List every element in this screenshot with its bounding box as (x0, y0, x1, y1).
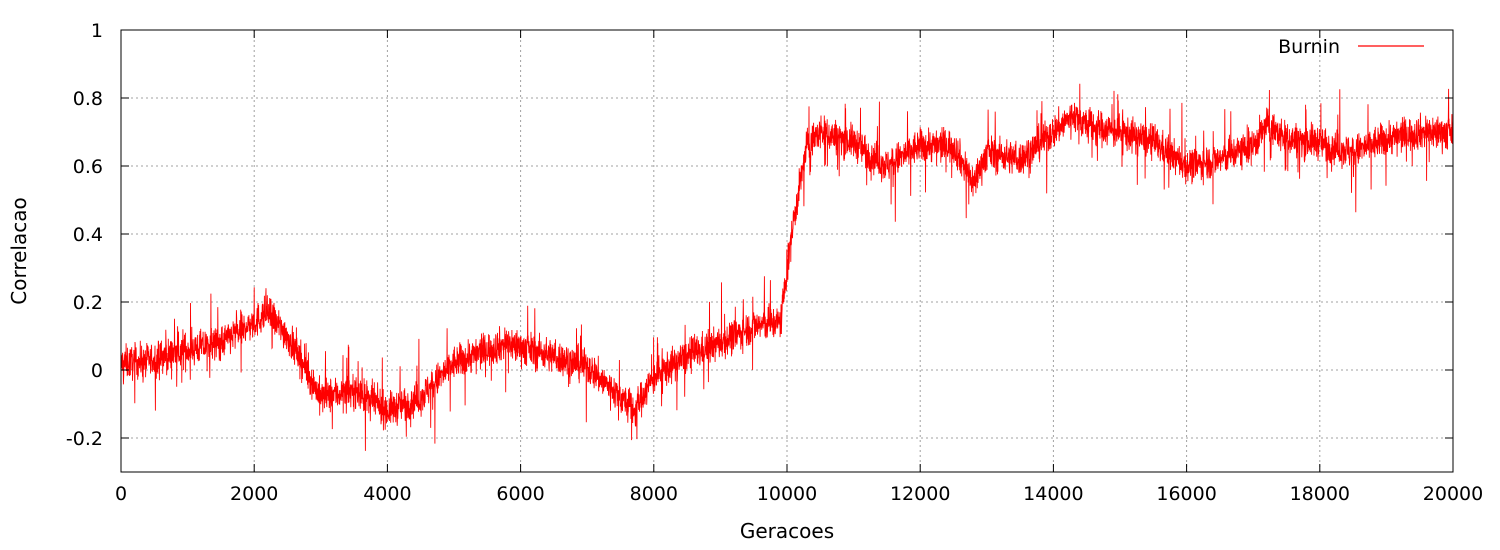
y-tick-label: 0.8 (73, 88, 103, 110)
x-tick-label: 14000 (1023, 483, 1083, 505)
series-layer (120, 83, 1454, 451)
x-tick-label: 8000 (630, 483, 678, 505)
x-tick-label: 20000 (1423, 483, 1483, 505)
y-tick-label: 0.4 (73, 224, 103, 246)
legend: Burnin (1278, 36, 1424, 58)
x-tick-label: 16000 (1156, 483, 1216, 505)
series-line-burnin (120, 83, 1454, 451)
y-tick-label: 1 (91, 20, 103, 42)
y-tick-label: 0.2 (73, 292, 103, 314)
x-tick-label: 2000 (230, 483, 278, 505)
x-tick-label: 18000 (1290, 483, 1350, 505)
x-tick-label: 4000 (363, 483, 411, 505)
x-tick-label: 0 (115, 483, 127, 505)
ticks: 0 2000 4000 6000 8000 10000 12000 14000 16000 180… (66, 20, 1483, 505)
y-axis-label: Correlacao (7, 197, 31, 304)
x-axis-label: Geracoes (740, 519, 834, 543)
y-tick-label: 0.6 (73, 156, 103, 178)
x-tick-label: 6000 (496, 483, 544, 505)
x-tick-label: 10000 (757, 483, 817, 505)
x-tick-label: 12000 (890, 483, 950, 505)
y-tick-label: -0.2 (66, 428, 103, 450)
y-tick-label: 0 (91, 360, 103, 382)
legend-label-burnin: Burnin (1278, 36, 1340, 58)
